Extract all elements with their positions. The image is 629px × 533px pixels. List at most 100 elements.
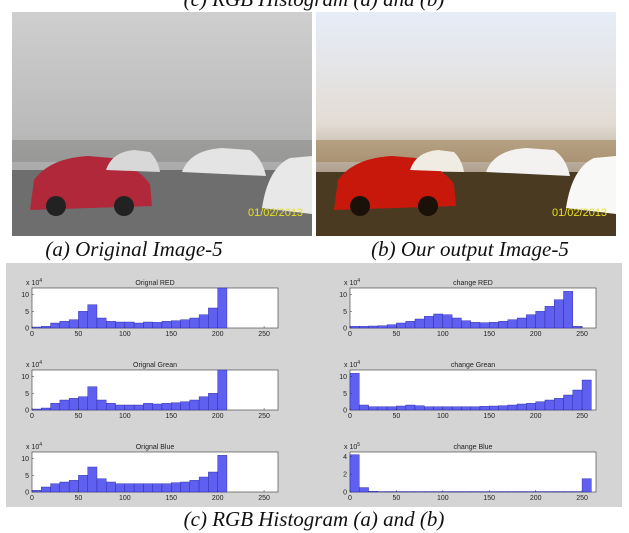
x-tick-label: 250: [258, 495, 270, 502]
histogram-bar: [359, 405, 368, 410]
histogram-bar: [69, 320, 78, 328]
top-caption: (c) RGB Histogram (a) and (b): [184, 0, 445, 11]
histogram-bar: [199, 397, 208, 410]
plot-area: [350, 452, 596, 492]
plot-title: Orignal Blue: [136, 444, 175, 451]
y-tick-label: 0: [343, 490, 347, 497]
histogram-bar: [199, 315, 208, 328]
x-tick-label: 250: [258, 413, 270, 420]
y-tick-label: 5: [343, 391, 347, 398]
histogram-bar: [97, 400, 106, 410]
caption-b: (b) Our output Image-5: [371, 237, 569, 261]
histogram-bar: [116, 405, 125, 410]
histogram-bar: [60, 400, 69, 410]
image-b: 01/02/2013: [316, 12, 616, 236]
histogram-bar: [143, 403, 152, 410]
histogram-bar: [387, 325, 396, 328]
histogram-bar: [461, 407, 470, 410]
histogram-bar: [369, 491, 378, 492]
histogram-bar: [424, 316, 433, 328]
histogram-bar: [125, 322, 134, 328]
histogram-bar: [134, 484, 143, 492]
histogram-bar: [387, 407, 396, 410]
histogram-bar: [564, 291, 573, 328]
histogram-bar: [41, 408, 50, 410]
histogram-bar: [181, 482, 190, 492]
histogram-bar: [134, 405, 143, 410]
histogram-bar: [517, 318, 526, 328]
x-tick-label: 150: [165, 331, 177, 338]
y-tick-label: 0: [343, 326, 347, 333]
x-tick-label: 50: [75, 331, 83, 338]
y-tick-label: 2: [343, 472, 347, 479]
histogram-bar: [190, 400, 199, 410]
histogram-bar: [106, 482, 115, 492]
x-tick-label: 0: [30, 413, 34, 420]
histogram-bar: [78, 311, 87, 328]
histogram-bar: [143, 484, 152, 492]
x-tick-label: 200: [212, 413, 224, 420]
y-tick-label: 0: [25, 326, 29, 333]
histogram-bar: [171, 483, 180, 492]
x-tick-label: 50: [75, 413, 83, 420]
x-tick-label: 250: [576, 331, 588, 338]
histogram-bar: [545, 400, 554, 410]
plot-title: Orignal RED: [135, 280, 174, 287]
histogram-bar: [471, 322, 480, 328]
histogram-bar: [208, 393, 217, 410]
x-tick-label: 150: [483, 495, 495, 502]
image-date: 01/02/2013: [248, 207, 303, 219]
x-tick-label: 150: [165, 413, 177, 420]
x-tick-label: 50: [75, 495, 83, 502]
histogram-bar: [171, 403, 180, 410]
histogram-bar: [545, 306, 554, 328]
y-tick-label: 10: [21, 456, 29, 463]
histogram-bar: [162, 321, 171, 328]
x-tick-label: 100: [437, 331, 449, 338]
histogram-bar: [171, 321, 180, 328]
scale-base: x 10: [26, 444, 39, 451]
histogram-bar: [69, 398, 78, 410]
x-tick-label: 200: [212, 495, 224, 502]
histogram-bar: [88, 387, 97, 410]
histogram-bar: [208, 308, 217, 328]
x-tick-label: 200: [212, 331, 224, 338]
histogram-bar: [452, 407, 461, 410]
histogram-bar: [41, 326, 50, 328]
histogram-bar: [106, 403, 115, 410]
histogram-bar: [162, 403, 171, 410]
x-tick-label: 50: [393, 495, 401, 502]
y-tick-label: 5: [25, 391, 29, 398]
x-tick-label: 150: [165, 495, 177, 502]
y-tick-label: 10: [339, 292, 347, 299]
histogram-bar: [125, 405, 134, 410]
histogram-bar: [153, 484, 162, 492]
histogram-bar: [181, 320, 190, 328]
histogram-bar: [536, 311, 545, 328]
histogram-bar: [190, 480, 199, 492]
histogram-bar: [378, 407, 387, 410]
histogram-bar: [60, 482, 69, 492]
histogram-bar: [51, 484, 60, 492]
histogram-bar: [489, 322, 498, 328]
histogram-bar: [162, 484, 171, 492]
histogram-bar: [218, 455, 227, 492]
image-date: 01/02/2013: [552, 207, 607, 219]
histogram-bar: [41, 487, 50, 492]
histogram-bar: [499, 406, 508, 410]
histogram-bar: [359, 488, 368, 492]
x-tick-label: 0: [348, 413, 352, 420]
histogram-bar: [471, 407, 480, 410]
x-tick-label: 100: [119, 413, 131, 420]
histogram-bar: [406, 405, 415, 410]
y-tick-label: 0: [343, 408, 347, 415]
y-tick-label: 0: [25, 408, 29, 415]
histogram-bar: [78, 475, 87, 492]
scale-exponent: 4: [39, 278, 42, 284]
histogram-bar: [153, 322, 162, 328]
scale-exponent: 4: [357, 278, 360, 284]
histogram-bar: [78, 397, 87, 410]
histogram-bar: [508, 320, 517, 328]
histogram-bar: [97, 479, 106, 492]
histogram-bar: [434, 407, 443, 410]
